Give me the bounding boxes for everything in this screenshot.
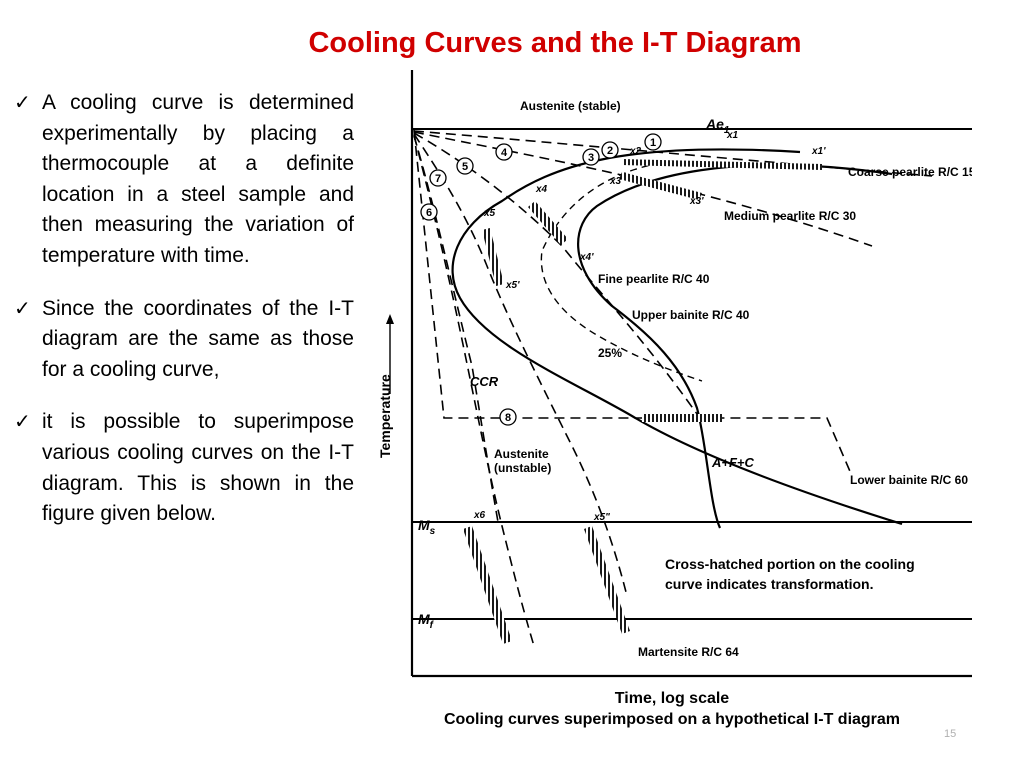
it-diagram: Temperature Time, log scale Cooling curv…: [377, 70, 972, 728]
point-label-x5-prime: x5': [505, 280, 520, 291]
point-label-x2: x2: [629, 146, 642, 157]
y-axis-label: Temperature: [377, 374, 393, 458]
point-label-x6: x6: [473, 510, 486, 521]
svg-text:1: 1: [650, 137, 656, 149]
bullet-text: Since the coordinates of the I-T diagram…: [42, 296, 354, 381]
label-ccr: CCR: [470, 374, 499, 389]
x-axis-label: Time, log scale: [615, 690, 730, 707]
diagram-caption: Cooling curves superimposed on a hypothe…: [444, 711, 900, 728]
percent-25-curve: [540, 160, 703, 382]
bullet-text: it is possible to superimpose various co…: [42, 410, 354, 526]
label-coarse-pearlite: Coarse pearlite R/C 15: [848, 165, 972, 179]
hatch-zone-3: [619, 172, 702, 200]
point-label-x3: x3: [609, 176, 622, 187]
temperature-lines: [412, 128, 972, 620]
point-label-x4: x4: [535, 184, 548, 195]
page-number: 15: [944, 728, 957, 740]
curve-number-2: 2: [601, 141, 619, 159]
axes: [386, 70, 972, 678]
bullet-item: ✓ A cooling curve is determined experime…: [14, 88, 354, 272]
cooling-curve-7: [413, 135, 499, 523]
hatch-zone-4: [528, 201, 568, 245]
hatch-zone-6: [463, 526, 512, 644]
point-label-x4-prime: x4': [579, 252, 594, 263]
transformation-finish-curve: [577, 163, 893, 529]
svg-text:4: 4: [501, 147, 508, 159]
svg-text:8: 8: [505, 412, 511, 424]
label-martensite: Martensite R/C 64: [638, 645, 739, 659]
bullet-item: ✓ it is possible to superimpose various …: [14, 407, 354, 529]
note-line-1: Cross-hatched portion on the cooling: [665, 556, 915, 572]
label-afc: A+F+C: [711, 455, 755, 470]
checkmark-icon: ✓: [14, 92, 31, 114]
hatch-zone-5b: [584, 526, 630, 634]
curve-number-6: 6: [420, 203, 438, 221]
ms-label: Ms: [418, 517, 436, 537]
label-austenite-stable: Austenite (stable): [520, 99, 621, 113]
point-label-x1: x1: [726, 130, 739, 141]
label-25-percent: 25%: [598, 346, 622, 360]
cooling-curve-1: [413, 130, 933, 177]
hatch-zone-5: [482, 228, 504, 286]
svg-text:2: 2: [607, 145, 613, 157]
label-fine-pearlite: Fine pearlite R/C 40: [598, 272, 710, 286]
slide-title: Cooling Curves and the I-T Diagram: [308, 27, 802, 59]
curve-number-5: 5: [456, 157, 474, 175]
label-medium-pearlite: Medium pearlite R/C 30: [724, 209, 856, 223]
hatch-zone-1: [622, 159, 822, 170]
svg-text:3: 3: [588, 152, 594, 164]
cooling-curve-8: [413, 129, 853, 477]
label-austenite-unstable-1: Austenite: [494, 447, 549, 461]
hatch-zone-8: [642, 414, 722, 422]
ae1-label: Ae1: [705, 116, 730, 136]
curve-number-3: 3: [582, 148, 600, 166]
svg-text:6: 6: [426, 207, 432, 219]
arrowhead-icon: [386, 314, 394, 324]
bullet-list: ✓ A cooling curve is determined experime…: [14, 88, 354, 552]
label-lower-bainite: Lower bainite R/C 60: [850, 473, 968, 487]
note-line-2: curve indicates transformation.: [665, 576, 874, 592]
point-label-x1-prime: x1': [811, 146, 826, 157]
label-upper-bainite: Upper bainite R/C 40: [632, 308, 750, 322]
mf-label: Mf: [418, 611, 435, 631]
curve-number-7: 7: [429, 169, 447, 187]
curve-number-8: 8: [499, 408, 517, 426]
point-label-x5-double-prime: x5": [593, 512, 610, 523]
curve-number-4: 4: [495, 143, 513, 161]
curve-number-1: 1: [644, 133, 662, 151]
bullet-item: ✓ Since the coordinates of the I-T diagr…: [14, 294, 354, 386]
cooling-curve-5: [413, 133, 628, 597]
label-austenite-unstable-2: (unstable): [494, 461, 551, 475]
checkmark-icon: ✓: [14, 297, 31, 320]
svg-text:5: 5: [462, 161, 468, 173]
cooling-curve-3: [413, 131, 873, 247]
checkmark-icon: ✓: [14, 411, 31, 434]
bullet-text: A cooling curve is determined experiment…: [42, 91, 354, 267]
point-label-x3-prime: x3': [689, 196, 704, 207]
svg-text:7: 7: [435, 173, 441, 185]
point-label-x5: x5: [483, 208, 496, 219]
cooling-curve-4: [413, 132, 703, 422]
